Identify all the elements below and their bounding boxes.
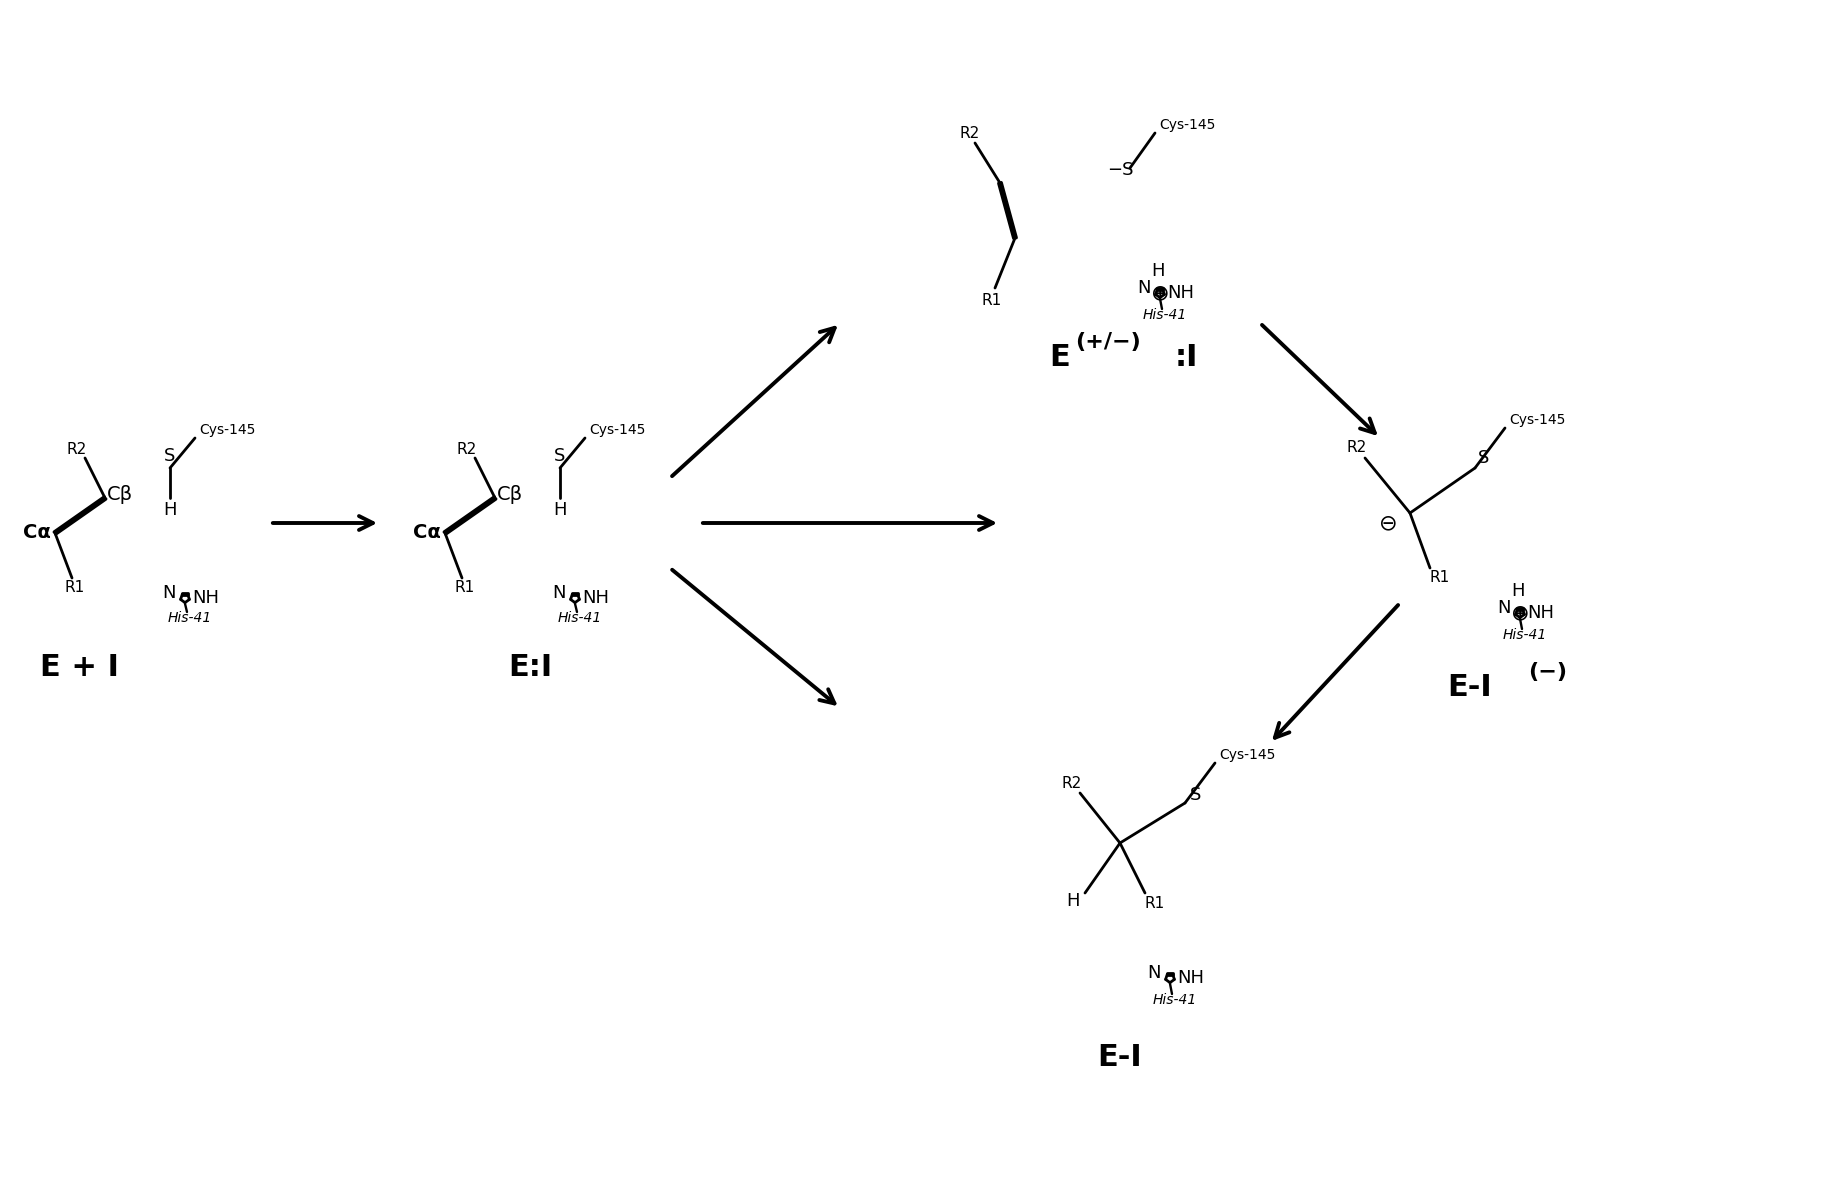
- Text: Cys-145: Cys-145: [1219, 748, 1274, 761]
- Text: S: S: [1190, 786, 1200, 804]
- Text: (+/−): (+/−): [1074, 332, 1140, 352]
- Text: His-41: His-41: [1142, 308, 1186, 322]
- Text: H: H: [553, 500, 567, 518]
- Text: E + I: E + I: [40, 653, 119, 682]
- Text: His-41: His-41: [558, 611, 602, 626]
- Text: :I: :I: [1175, 344, 1199, 373]
- Text: E:I: E:I: [507, 653, 553, 682]
- Text: N: N: [1136, 279, 1149, 297]
- Text: His-41: His-41: [168, 611, 212, 626]
- Text: ⊖: ⊖: [1378, 512, 1396, 533]
- Text: N: N: [163, 585, 176, 603]
- Text: (−): (−): [1528, 662, 1566, 682]
- Text: ⊕: ⊕: [1510, 603, 1528, 623]
- Text: His-41: His-41: [1153, 992, 1197, 1007]
- Text: Cα: Cα: [414, 523, 441, 543]
- Text: Cys-145: Cys-145: [199, 423, 254, 437]
- Text: S: S: [1477, 449, 1488, 467]
- Text: S: S: [554, 448, 565, 466]
- Text: S: S: [165, 448, 176, 466]
- Text: R1: R1: [1429, 570, 1449, 586]
- Text: R2: R2: [959, 125, 979, 141]
- Text: E: E: [1049, 344, 1069, 373]
- Text: −S: −S: [1105, 161, 1133, 179]
- Text: Cys-145: Cys-145: [1508, 413, 1565, 427]
- Text: R1: R1: [64, 581, 84, 595]
- Text: R1: R1: [981, 292, 1001, 308]
- Text: R2: R2: [458, 443, 478, 457]
- Text: N: N: [553, 585, 565, 603]
- Text: NH: NH: [1168, 284, 1193, 302]
- Text: N: N: [1147, 965, 1160, 983]
- Text: His-41: His-41: [1502, 628, 1546, 642]
- Text: R2: R2: [1347, 440, 1367, 456]
- Text: Cα: Cα: [24, 523, 51, 543]
- Text: E-I: E-I: [1096, 1043, 1142, 1073]
- Text: R1: R1: [1144, 895, 1164, 911]
- Text: H: H: [1065, 891, 1080, 909]
- Text: Cys-145: Cys-145: [589, 423, 644, 437]
- Text: Cβ: Cβ: [496, 486, 523, 504]
- Text: H: H: [163, 500, 178, 518]
- Text: NH: NH: [192, 589, 220, 608]
- Text: N: N: [1497, 599, 1510, 617]
- Text: R2: R2: [68, 443, 88, 457]
- Text: H: H: [1151, 262, 1164, 280]
- Text: R2: R2: [1061, 776, 1082, 790]
- Text: NH: NH: [1526, 604, 1554, 622]
- Text: E-I: E-I: [1448, 674, 1491, 703]
- Text: Cβ: Cβ: [106, 486, 134, 504]
- Text: H: H: [1510, 582, 1524, 600]
- Text: NH: NH: [582, 589, 609, 608]
- Text: ⊕: ⊕: [1149, 283, 1169, 303]
- Text: NH: NH: [1177, 970, 1204, 988]
- Text: R1: R1: [454, 581, 474, 595]
- Text: Cys-145: Cys-145: [1158, 118, 1215, 132]
